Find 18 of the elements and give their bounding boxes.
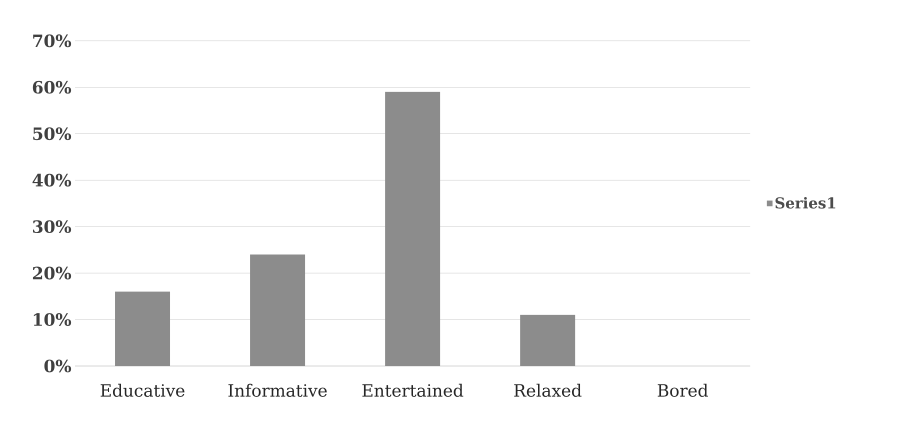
y-tick-label: 30%	[33, 220, 72, 234]
y-tick-label: 70%	[33, 34, 72, 48]
y-tick-label: 40%	[32, 174, 72, 187]
y-tick-label: 20%	[32, 266, 72, 280]
y-tick-label: 0%	[44, 360, 72, 372]
x-tick-label: Educative	[100, 384, 184, 397]
legend-label: Series1	[776, 197, 836, 209]
x-tick-label: Informative	[228, 384, 327, 397]
bar	[250, 254, 306, 366]
y-tick-label: 60%	[32, 80, 72, 94]
bar	[115, 292, 170, 366]
bar	[520, 314, 576, 366]
y-tick-label: 10%	[34, 313, 72, 326]
bar	[385, 92, 440, 366]
x-tick-label: Bored	[658, 384, 708, 397]
y-tick-label: 50%	[33, 127, 72, 140]
x-tick-label: Relaxed	[514, 384, 582, 397]
x-tick-label: Entertained	[362, 384, 464, 397]
